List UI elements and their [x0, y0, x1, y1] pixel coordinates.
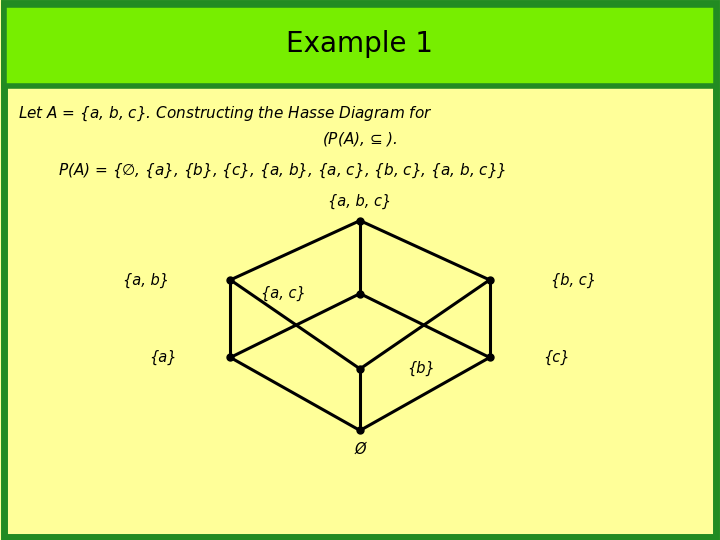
Text: $P$($A$) = {$\varnothing$, {$a$}, {$b$}, {$c$}, {$a$, $b$}, {$a$, $c$}, {$b$, $c: $P$($A$) = {$\varnothing$, {$a$}, {$b$},…: [58, 161, 506, 180]
Text: {a, b, c}: {a, b, c}: [328, 194, 392, 209]
Text: {b}: {b}: [407, 361, 435, 376]
Text: {c}: {c}: [544, 350, 570, 365]
Text: {a}: {a}: [149, 350, 176, 365]
Text: {a, b}: {a, b}: [123, 272, 169, 287]
Text: Example 1: Example 1: [287, 30, 433, 58]
Text: Ø: Ø: [354, 442, 366, 457]
Text: {b, c}: {b, c}: [551, 272, 596, 287]
Text: {a, c}: {a, c}: [261, 286, 306, 301]
Text: ($P$($A$), ⊆ ).: ($P$($A$), ⊆ ).: [323, 130, 397, 148]
Text: Let $A$ = {$a$, $b$, $c$}. Constructing the Hasse Diagram for: Let $A$ = {$a$, $b$, $c$}. Constructing …: [18, 104, 433, 123]
